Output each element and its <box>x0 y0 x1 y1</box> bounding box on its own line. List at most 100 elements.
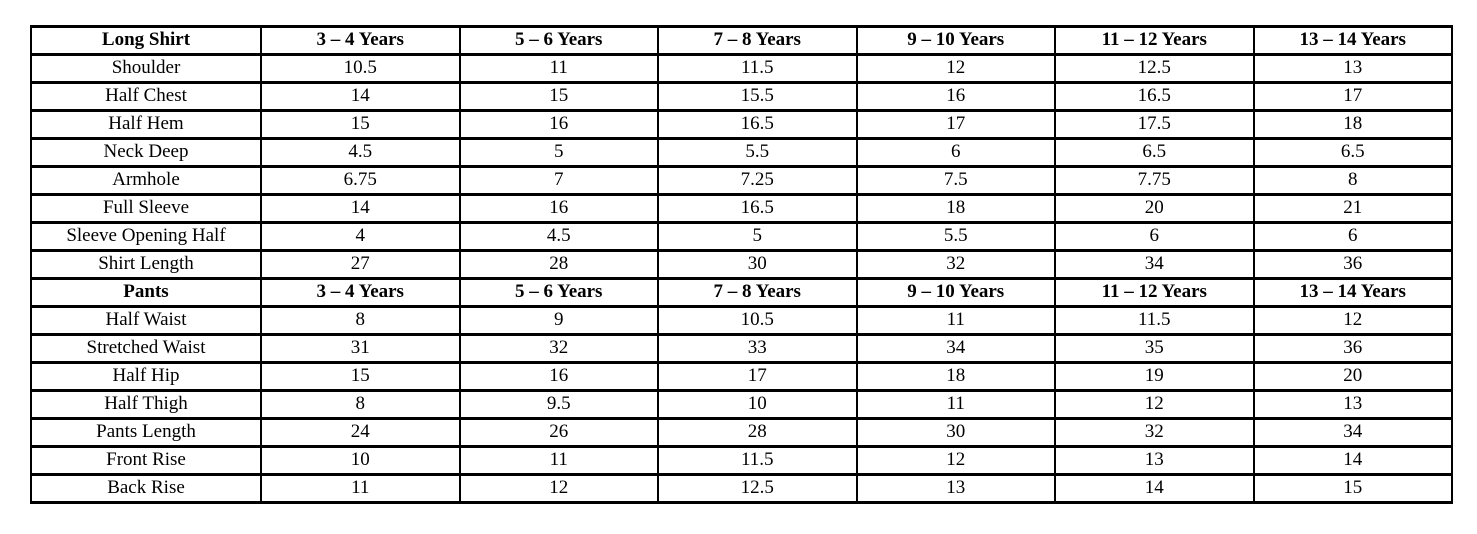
column-header-cell: 5 – 6 Years <box>458 25 659 56</box>
value-cell: 13 <box>1252 389 1453 420</box>
value-cell: 16.5 <box>657 193 858 224</box>
row-label-cell: Shirt Length <box>30 249 262 280</box>
row-label-cell: Pants Length <box>30 417 262 448</box>
value-cell: 12 <box>855 445 1056 476</box>
value-cell: 12 <box>1252 305 1453 336</box>
table-row: Half Waist 8 9 10.5 11 11.5 12 <box>30 305 1453 336</box>
value-cell: 28 <box>458 249 659 280</box>
value-cell: 14 <box>260 81 461 112</box>
value-cell: 7 <box>458 165 659 196</box>
column-header-cell: 13 – 14 Years <box>1252 25 1453 56</box>
table-row: Sleeve Opening Half 4 4.5 5 5.5 6 6 <box>30 221 1453 252</box>
row-label-cell: Half Waist <box>30 305 262 336</box>
value-cell: 13 <box>1252 53 1453 84</box>
value-cell: 7.25 <box>657 165 858 196</box>
value-cell: 8 <box>1252 165 1453 196</box>
section-title-cell-pants: Pants <box>30 277 262 308</box>
value-cell: 12.5 <box>657 473 858 504</box>
value-cell: 26 <box>458 417 659 448</box>
value-cell: 7.5 <box>855 165 1056 196</box>
value-cell: 9 <box>458 305 659 336</box>
value-cell: 10.5 <box>260 53 461 84</box>
value-cell: 17.5 <box>1054 109 1255 140</box>
value-cell: 11 <box>458 53 659 84</box>
table-row: Half Chest 14 15 15.5 16 16.5 17 <box>30 81 1453 112</box>
value-cell: 33 <box>657 333 858 364</box>
column-header-cell: 7 – 8 Years <box>657 25 858 56</box>
value-cell: 10 <box>657 389 858 420</box>
section-header-row-pants: Pants 3 – 4 Years 5 – 6 Years 7 – 8 Years 9 … <box>30 277 1453 308</box>
table-row: Shirt Length 27 28 30 32 34 36 <box>30 249 1453 280</box>
value-cell: 28 <box>657 417 858 448</box>
table-row: Half Hem 15 16 16.5 17 17.5 18 <box>30 109 1453 140</box>
table-row: Full Sleeve 14 16 16.5 18 20 21 <box>30 193 1453 224</box>
value-cell: 18 <box>855 193 1056 224</box>
value-cell: 30 <box>855 417 1056 448</box>
value-cell: 18 <box>855 361 1056 392</box>
row-label-cell: Half Chest <box>30 81 262 112</box>
value-cell: 32 <box>458 333 659 364</box>
table-row: Half Thigh 8 9.5 10 11 12 13 <box>30 389 1453 420</box>
value-cell: 4.5 <box>458 221 659 252</box>
table-row: Armhole 6.75 7 7.25 7.5 7.75 8 <box>30 165 1453 196</box>
value-cell: 14 <box>260 193 461 224</box>
value-cell: 11.5 <box>657 445 858 476</box>
value-cell: 11 <box>855 389 1056 420</box>
column-header-cell: 9 – 10 Years <box>855 25 1056 56</box>
table-row: Neck Deep 4.5 5 5.5 6 6.5 6.5 <box>30 137 1453 168</box>
value-cell: 13 <box>855 473 1056 504</box>
value-cell: 11 <box>260 473 461 504</box>
value-cell: 17 <box>657 361 858 392</box>
row-label-cell: Half Hem <box>30 109 262 140</box>
value-cell: 12 <box>855 53 1056 84</box>
value-cell: 15 <box>458 81 659 112</box>
column-header-cell: 3 – 4 Years <box>260 277 461 308</box>
size-chart-body: Long Shirt 3 – 4 Years 5 – 6 Years 7 – 8 Ye… <box>30 25 1453 504</box>
value-cell: 15 <box>1252 473 1453 504</box>
value-cell: 20 <box>1252 361 1453 392</box>
column-header-cell: 7 – 8 Years <box>657 277 858 308</box>
row-label-cell: Stretched Waist <box>30 333 262 364</box>
section-header-row-long-shirt: Long Shirt 3 – 4 Years 5 – 6 Years 7 – 8 Ye… <box>30 25 1453 56</box>
value-cell: 12.5 <box>1054 53 1255 84</box>
value-cell: 6.5 <box>1252 137 1453 168</box>
value-cell: 7.75 <box>1054 165 1255 196</box>
value-cell: 11.5 <box>657 53 858 84</box>
value-cell: 20 <box>1054 193 1255 224</box>
value-cell: 13 <box>1054 445 1255 476</box>
table-row: Stretched Waist 31 32 33 34 35 36 <box>30 333 1453 364</box>
value-cell: 24 <box>260 417 461 448</box>
row-label-cell: Half Thigh <box>30 389 262 420</box>
value-cell: 5.5 <box>657 137 858 168</box>
table-row: Half Hip 15 16 17 18 19 20 <box>30 361 1453 392</box>
value-cell: 4 <box>260 221 461 252</box>
value-cell: 12 <box>458 473 659 504</box>
row-label-cell: Armhole <box>30 165 262 196</box>
column-header-cell: 11 – 12 Years <box>1054 277 1255 308</box>
column-header-cell: 11 – 12 Years <box>1054 25 1255 56</box>
value-cell: 14 <box>1054 473 1255 504</box>
value-cell: 30 <box>657 249 858 280</box>
value-cell: 8 <box>260 305 461 336</box>
table-row: Shoulder 10.5 11 11.5 12 12.5 13 <box>30 53 1453 84</box>
column-header-cell: 5 – 6 Years <box>458 277 659 308</box>
value-cell: 32 <box>855 249 1056 280</box>
value-cell: 11 <box>855 305 1056 336</box>
value-cell: 21 <box>1252 193 1453 224</box>
column-header-cell: 3 – 4 Years <box>260 25 461 56</box>
row-label-cell: Front Rise <box>30 445 262 476</box>
value-cell: 11 <box>458 445 659 476</box>
value-cell: 9.5 <box>458 389 659 420</box>
row-label-cell: Shoulder <box>30 53 262 84</box>
value-cell: 34 <box>855 333 1056 364</box>
value-cell: 16.5 <box>657 109 858 140</box>
value-cell: 16.5 <box>1054 81 1255 112</box>
row-label-cell: Sleeve Opening Half <box>30 221 262 252</box>
value-cell: 34 <box>1054 249 1255 280</box>
value-cell: 5 <box>657 221 858 252</box>
value-cell: 12 <box>1054 389 1255 420</box>
value-cell: 6.5 <box>1054 137 1255 168</box>
value-cell: 5 <box>458 137 659 168</box>
table-row: Pants Length 24 26 28 30 32 34 <box>30 417 1453 448</box>
